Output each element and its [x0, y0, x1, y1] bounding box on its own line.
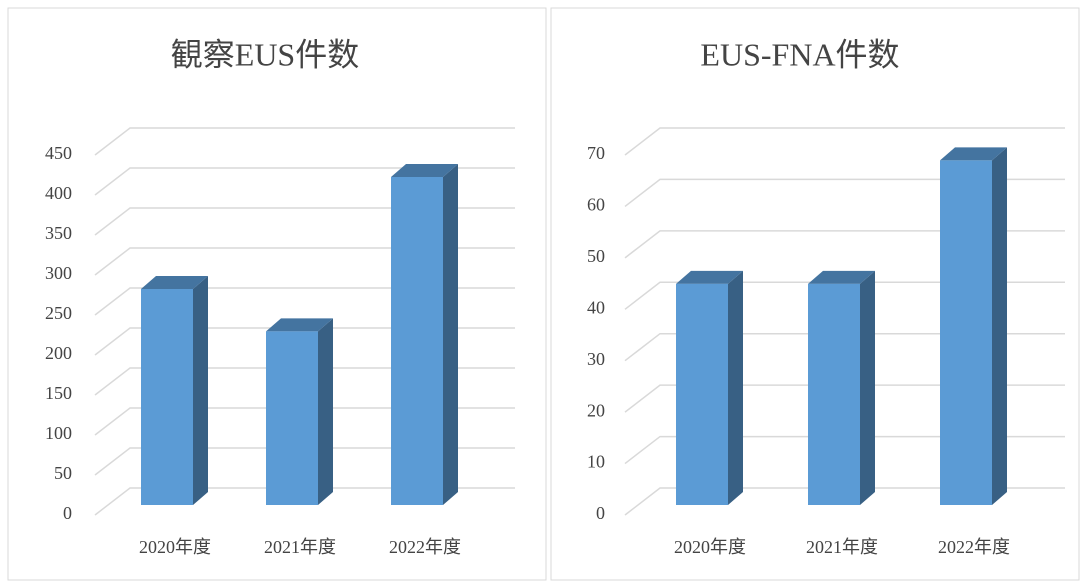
- y-tick-label: 0: [596, 503, 605, 523]
- x-tick-label: 2022年度: [389, 537, 461, 557]
- grid-line: [94, 487, 515, 516]
- bar-front: [676, 283, 728, 505]
- x-tick-label: 2021年度: [806, 537, 878, 557]
- bar-front: [940, 160, 992, 505]
- bar-side: [860, 270, 875, 505]
- bar-top: [940, 147, 1007, 161]
- y-tick-label: 50: [587, 246, 605, 266]
- chart-title: 観察EUS件数: [171, 36, 359, 72]
- y-tick-label: 150: [45, 383, 72, 403]
- y-tick-label: 60: [587, 195, 605, 215]
- bar: [141, 276, 208, 505]
- bar-front: [391, 177, 443, 505]
- grid-line: [624, 435, 1065, 465]
- grid-line: [94, 127, 515, 156]
- x-tick-label: 2022年度: [938, 537, 1010, 557]
- grid-line: [624, 384, 1065, 413]
- bar-top: [266, 318, 333, 332]
- y-tick-label: 70: [587, 143, 605, 163]
- grid-line: [94, 367, 515, 396]
- grid-line: [94, 447, 515, 476]
- grid-line: [624, 281, 1065, 310]
- x-tick-label: 2020年度: [139, 537, 211, 557]
- y-tick-label: 40: [587, 297, 605, 317]
- grid-line: [94, 207, 515, 236]
- bar-front: [141, 289, 193, 505]
- bar: [940, 147, 1007, 505]
- bar-top: [141, 276, 208, 289]
- y-tick-label: 250: [45, 303, 72, 323]
- bar-top: [391, 164, 458, 177]
- x-tick-label: 2021年度: [264, 537, 336, 557]
- grid-line: [94, 247, 515, 276]
- bar-front: [266, 331, 318, 505]
- y-tick-label: 300: [45, 263, 72, 283]
- grid-line: [94, 167, 515, 196]
- bar-top: [808, 270, 875, 284]
- grid-line: [624, 127, 1065, 156]
- bar: [676, 270, 743, 505]
- y-tick-label: 400: [45, 183, 72, 203]
- bar-side: [992, 147, 1007, 505]
- bar-top: [676, 270, 743, 284]
- y-tick-label: 100: [45, 423, 72, 443]
- bar-side: [318, 318, 333, 505]
- y-tick-label: 200: [45, 343, 72, 363]
- grid-line: [624, 230, 1065, 259]
- bar: [266, 318, 333, 505]
- grid-line: [624, 487, 1065, 516]
- y-tick-label: 450: [45, 143, 72, 163]
- y-tick-label: 20: [587, 400, 605, 420]
- y-tick-label: 350: [45, 223, 72, 243]
- bar: [808, 270, 875, 505]
- bar-side: [193, 276, 208, 505]
- grid-line: [624, 332, 1065, 362]
- bar-side: [728, 270, 743, 505]
- bar-side: [443, 164, 458, 505]
- grid-line: [94, 287, 515, 316]
- grid-line: [94, 327, 515, 356]
- y-tick-label: 10: [587, 452, 605, 472]
- grid-line: [94, 407, 515, 436]
- bar: [391, 164, 458, 505]
- y-tick-label: 30: [587, 349, 605, 369]
- x-tick-label: 2020年度: [674, 537, 746, 557]
- y-tick-label: 50: [54, 463, 72, 483]
- bar-front: [808, 283, 860, 505]
- grid-line: [624, 178, 1065, 208]
- y-tick-label: 0: [63, 503, 72, 523]
- chart-title: EUS-FNA件数: [700, 36, 899, 72]
